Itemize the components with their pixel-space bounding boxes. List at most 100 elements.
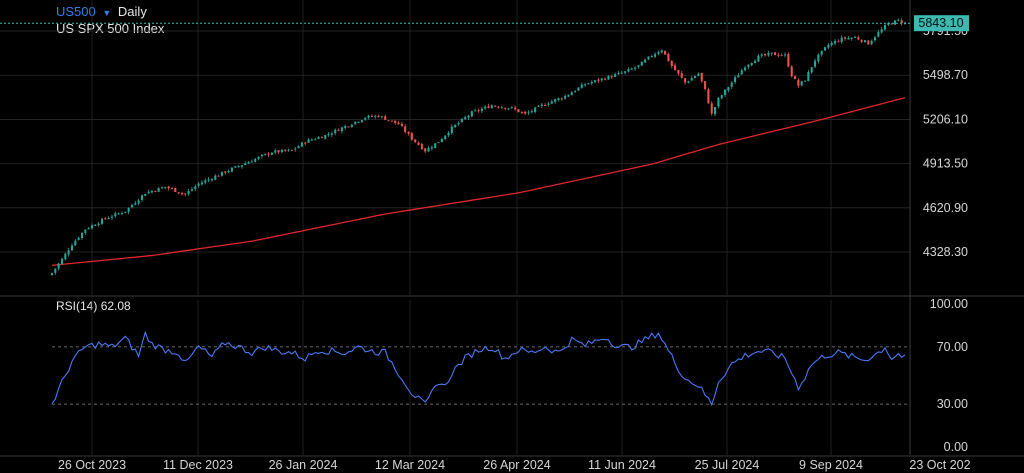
candle xyxy=(727,86,730,93)
candle xyxy=(120,211,124,216)
candle xyxy=(767,50,770,57)
candle xyxy=(414,139,417,144)
candle xyxy=(474,108,477,112)
candle xyxy=(770,52,773,56)
rsi-value: 62.08 xyxy=(100,299,131,313)
candle xyxy=(747,64,750,70)
rsi-line xyxy=(51,330,906,407)
timeframe-label[interactable]: Daily xyxy=(117,4,147,19)
candle xyxy=(674,63,677,71)
time-tick-label-2: 26 Jan 2024 xyxy=(269,458,338,472)
candle xyxy=(870,39,873,46)
candle xyxy=(284,149,287,152)
candle xyxy=(197,182,200,188)
candle xyxy=(517,109,520,113)
candle xyxy=(150,190,153,194)
candle xyxy=(610,74,613,79)
candle xyxy=(507,108,510,111)
candle xyxy=(873,35,877,43)
candle xyxy=(84,229,87,236)
candle xyxy=(354,121,357,126)
candle xyxy=(594,79,597,84)
candle xyxy=(897,18,900,22)
candle xyxy=(404,124,407,134)
candle xyxy=(717,97,720,109)
candle xyxy=(833,39,837,46)
candle xyxy=(670,60,673,69)
candle xyxy=(227,169,230,174)
candle xyxy=(760,52,763,59)
candle xyxy=(697,72,700,77)
candle xyxy=(650,54,653,58)
candle xyxy=(504,107,507,111)
caret-down-icon[interactable]: ▼ xyxy=(102,8,112,18)
candle xyxy=(154,190,157,193)
candle xyxy=(637,65,640,69)
candle xyxy=(464,115,467,120)
time-tick-label-7: 9 Sep 2024 xyxy=(799,458,863,472)
candle xyxy=(617,70,620,76)
candle xyxy=(400,121,403,127)
candle xyxy=(640,61,643,66)
candle xyxy=(367,114,370,120)
candle xyxy=(114,211,117,218)
candle xyxy=(314,137,317,141)
time-tick-label-6: 25 Jul 2024 xyxy=(695,458,760,472)
candle xyxy=(350,123,353,129)
candle xyxy=(730,81,733,90)
candle xyxy=(677,69,680,76)
candle xyxy=(117,212,120,215)
candle xyxy=(290,149,293,151)
candle xyxy=(740,68,743,75)
candle xyxy=(830,41,833,47)
candle xyxy=(297,145,300,149)
candle xyxy=(590,80,593,86)
candle xyxy=(57,262,60,271)
time-tick-label-3: 12 Mar 2024 xyxy=(375,458,445,472)
candle xyxy=(327,131,330,137)
candle xyxy=(510,106,513,109)
candle xyxy=(843,36,847,41)
candle xyxy=(880,26,883,34)
candle xyxy=(110,214,114,220)
rsi-tick-label-3: 0.00 xyxy=(944,440,968,454)
candle xyxy=(690,75,693,81)
candle xyxy=(434,143,437,149)
candle xyxy=(494,105,497,107)
candle xyxy=(500,105,503,109)
candle xyxy=(827,42,830,50)
candle xyxy=(777,52,780,58)
candle xyxy=(244,161,247,166)
symbol-label[interactable]: US500 xyxy=(56,4,96,19)
candle xyxy=(94,223,97,227)
candle xyxy=(577,87,580,91)
candle xyxy=(764,53,767,57)
candle xyxy=(887,21,890,27)
candle xyxy=(364,116,367,121)
candle xyxy=(537,105,540,107)
candle xyxy=(447,131,450,138)
candle xyxy=(160,186,163,189)
candle xyxy=(217,174,220,177)
candle xyxy=(427,145,430,152)
moving-average-line xyxy=(51,97,906,266)
candle xyxy=(377,114,380,118)
candle xyxy=(164,186,167,190)
candle xyxy=(127,207,130,215)
candle xyxy=(540,102,543,109)
candle xyxy=(867,39,870,45)
candle xyxy=(744,65,747,72)
candle xyxy=(817,53,820,64)
candle xyxy=(514,105,517,111)
candle xyxy=(210,178,213,182)
candle xyxy=(810,67,813,75)
candle xyxy=(174,187,177,193)
candle xyxy=(130,203,134,209)
rsi-tick-label-1: 70.00 xyxy=(937,340,968,354)
candle xyxy=(270,152,273,156)
candle xyxy=(340,126,343,134)
candle xyxy=(347,126,350,128)
candle xyxy=(684,78,687,85)
candle xyxy=(304,141,307,146)
